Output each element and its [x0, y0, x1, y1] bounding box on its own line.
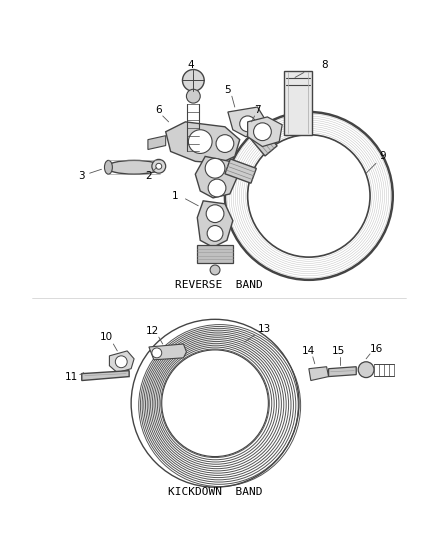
Ellipse shape [105, 160, 113, 174]
Circle shape [183, 69, 204, 91]
Polygon shape [228, 107, 265, 136]
Circle shape [208, 179, 226, 197]
Polygon shape [197, 201, 233, 247]
Text: 8: 8 [321, 60, 328, 70]
Circle shape [358, 362, 374, 377]
Circle shape [152, 348, 162, 358]
Text: KICKDOWN  BAND: KICKDOWN BAND [168, 487, 262, 497]
Polygon shape [110, 351, 134, 373]
Polygon shape [328, 367, 356, 377]
Circle shape [240, 116, 255, 132]
Polygon shape [197, 245, 233, 263]
Polygon shape [195, 156, 237, 198]
Ellipse shape [106, 160, 162, 174]
Circle shape [207, 225, 223, 241]
Circle shape [206, 205, 224, 223]
Circle shape [152, 159, 166, 173]
Circle shape [188, 130, 212, 154]
Polygon shape [309, 367, 328, 381]
Text: 11: 11 [65, 372, 78, 382]
Text: 13: 13 [258, 324, 271, 334]
Polygon shape [225, 159, 256, 183]
Circle shape [115, 356, 127, 368]
Polygon shape [148, 136, 166, 149]
Text: 4: 4 [187, 60, 194, 70]
Text: 10: 10 [100, 332, 113, 342]
Text: 9: 9 [380, 151, 386, 161]
Polygon shape [149, 344, 187, 360]
Circle shape [254, 123, 271, 141]
Text: 6: 6 [155, 105, 162, 115]
Text: 1: 1 [172, 191, 179, 201]
Polygon shape [247, 125, 277, 156]
Text: 14: 14 [302, 346, 315, 356]
Circle shape [210, 265, 220, 275]
Polygon shape [82, 370, 129, 381]
Text: REVERSE  BAND: REVERSE BAND [175, 280, 263, 290]
Circle shape [216, 135, 234, 152]
Bar [284, 70, 312, 135]
Polygon shape [247, 117, 282, 147]
Text: 2: 2 [145, 171, 152, 181]
Text: 7: 7 [254, 105, 261, 115]
Circle shape [187, 89, 200, 103]
Circle shape [205, 158, 225, 178]
Circle shape [156, 163, 162, 169]
Text: 16: 16 [369, 344, 383, 354]
Text: 5: 5 [225, 85, 231, 95]
Polygon shape [166, 122, 240, 163]
Text: 3: 3 [78, 171, 85, 181]
Text: 12: 12 [146, 326, 159, 336]
Text: 15: 15 [332, 346, 345, 356]
